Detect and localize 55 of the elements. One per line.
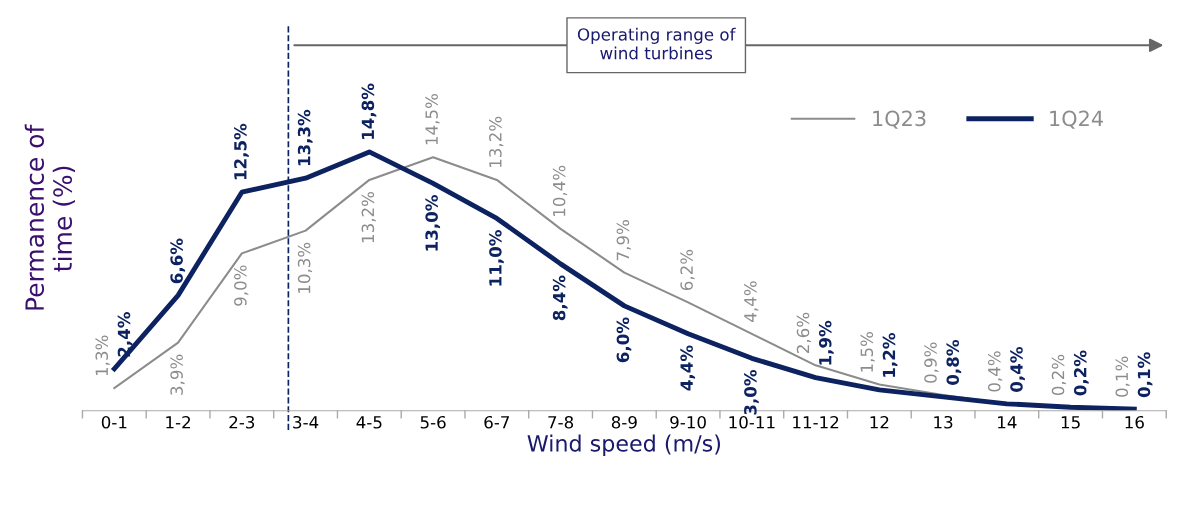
y-axis-title: Permanence of time (%) xyxy=(24,124,75,310)
x-tick-label: 3-4 xyxy=(293,415,319,429)
data-label: 0,1% xyxy=(1115,356,1130,397)
data-label: 12,5% xyxy=(234,123,249,180)
data-label: 3,9% xyxy=(170,354,185,395)
data-label: 8,4% xyxy=(552,275,568,321)
data-label: 1,9% xyxy=(818,320,834,365)
x-tick-label: 11-12 xyxy=(793,415,839,429)
data-label: 10,3% xyxy=(297,242,313,293)
x-tick-label: 9-10 xyxy=(670,415,706,429)
data-label: 10,4% xyxy=(552,165,568,216)
data-label: 4,4% xyxy=(680,345,696,391)
data-label: 4,4% xyxy=(744,281,759,322)
x-tick-label: 15 xyxy=(1061,416,1080,429)
data-label: 0,2% xyxy=(1051,354,1067,396)
x-tick-label: 2-3 xyxy=(229,415,255,429)
x-tick-label: 16 xyxy=(1125,415,1144,429)
data-label: 13,2% xyxy=(489,116,504,167)
x-tick-label: 6-7 xyxy=(484,415,510,429)
x-tick-label: 1-2 xyxy=(166,415,191,429)
x-tick-label: 0-1 xyxy=(101,415,127,429)
legend-label: 1Q24 xyxy=(1050,110,1103,129)
data-label: 0,2% xyxy=(1073,350,1089,396)
data-label: 13,2% xyxy=(361,191,376,243)
x-tick-label: 5-6 xyxy=(420,415,446,429)
data-label: 14,5% xyxy=(425,94,440,145)
data-label: 6,0% xyxy=(616,317,632,363)
legend-label: 1Q23 xyxy=(873,110,926,129)
data-label: 0,8% xyxy=(946,340,962,385)
x-axis-title: Wind speed (m/s) xyxy=(527,434,720,457)
data-label: 1,5% xyxy=(860,332,875,372)
data-label: 1,2% xyxy=(882,333,898,377)
data-label: 6,2% xyxy=(680,249,695,291)
data-label: 6,6% xyxy=(170,238,186,284)
data-label: 3,0% xyxy=(744,369,759,415)
data-label: 2,6% xyxy=(796,312,812,353)
x-tick-label: 4-5 xyxy=(356,416,382,429)
annotation: Operating range of wind turbines xyxy=(577,27,736,60)
data-label: 14,8% xyxy=(361,83,377,139)
data-label: 1,3% xyxy=(95,335,110,376)
x-tick-label: 8-9 xyxy=(611,415,637,429)
x-tick-label: 14 xyxy=(998,416,1017,429)
data-label: 0,4% xyxy=(987,351,1003,392)
data-label: 0,1% xyxy=(1137,352,1153,398)
x-tick-label: 7-8 xyxy=(548,415,574,429)
data-label: 0,4% xyxy=(1010,347,1025,392)
data-label: 0,9% xyxy=(924,342,939,383)
x-tick-label: 10-11 xyxy=(729,415,775,429)
data-label: 13,0% xyxy=(425,195,441,251)
x-tick-label: 13 xyxy=(934,415,953,429)
data-label: 7,9% xyxy=(616,220,631,261)
x-tick-label: 12 xyxy=(870,415,889,429)
data-label: 11,0% xyxy=(489,230,504,286)
data-label: 9,0% xyxy=(234,265,249,306)
data-label: 13,3% xyxy=(297,109,313,166)
